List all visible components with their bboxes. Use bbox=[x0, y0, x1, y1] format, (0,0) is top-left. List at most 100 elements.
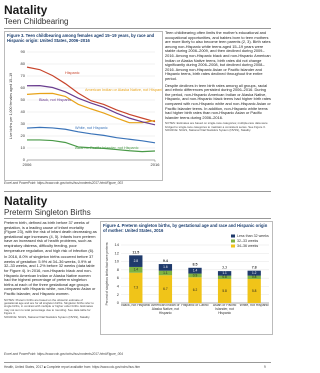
y-tick-label: 30 bbox=[21, 121, 26, 126]
figure-source: Excel and PowerPoint: https://www.cdc.go… bbox=[4, 181, 123, 185]
y-tick-label: 4 bbox=[117, 283, 120, 288]
y-tick-label: 12 bbox=[115, 250, 120, 255]
y-tick-label: 40 bbox=[21, 109, 26, 114]
series-line bbox=[26, 126, 156, 144]
total-label: 11.5 bbox=[132, 250, 139, 254]
legend-label: Less than 32 weeks bbox=[237, 234, 269, 238]
y-tick-label: 90 bbox=[21, 49, 26, 54]
bar-segment bbox=[188, 273, 202, 278]
segment-label: 1.4 bbox=[134, 268, 139, 272]
bar-segment bbox=[158, 270, 173, 276]
label-box: Asian or Pacific Islander, not Hispanic bbox=[212, 304, 237, 315]
segment-label: 5.8 bbox=[252, 289, 257, 293]
x-tick-label: Black, not Hispanic bbox=[121, 304, 151, 307]
bar-segment bbox=[247, 275, 261, 279]
legend-label: 32–33 weeks bbox=[237, 239, 258, 243]
segment-label: 6.2 bbox=[193, 288, 198, 292]
legend-label: 34–36 weeks bbox=[237, 244, 258, 248]
segment-label: 1.4 bbox=[193, 269, 198, 273]
x-tick-label: 2006 bbox=[23, 162, 33, 167]
paragraph: Preterm birth, defined as birth before 3… bbox=[4, 220, 97, 253]
y-tick-label: 20 bbox=[21, 133, 26, 138]
section-title: Natality bbox=[4, 3, 48, 17]
bar-segment bbox=[188, 267, 202, 274]
total-label: 9.4 bbox=[163, 259, 168, 263]
total-label: 7.7 bbox=[222, 266, 227, 270]
y-tick-label: 80 bbox=[21, 61, 26, 66]
y-tick-label: 70 bbox=[21, 73, 26, 78]
y-tick-label: 0 bbox=[23, 157, 26, 162]
text-column: Teen childbearing often limits the mothe… bbox=[165, 30, 272, 133]
segment-label: 5.8 bbox=[222, 289, 227, 293]
figure-title: Figure 3. Teen childbearing among female… bbox=[7, 33, 155, 43]
y-tick-label: 10 bbox=[115, 259, 120, 264]
bar-segment bbox=[158, 275, 173, 303]
y-tick-label: 0 bbox=[117, 300, 120, 305]
label-box: White, not Hispanic bbox=[239, 304, 269, 307]
notes: NOTES: Estimates are based on single-rac… bbox=[165, 121, 268, 133]
paragraph: Teen childbearing often limits the mothe… bbox=[165, 30, 271, 81]
y-axis-label: Live births per 1,000 females aged 15–19 bbox=[9, 73, 13, 139]
legend-swatch bbox=[231, 234, 235, 238]
rule bbox=[4, 362, 271, 363]
series-line bbox=[26, 92, 156, 124]
figure-source: Excel and PowerPoint: https://www.cdc.go… bbox=[4, 352, 123, 356]
bar-segment bbox=[217, 271, 232, 276]
total-label: 7.8 bbox=[252, 266, 257, 270]
bar-segment bbox=[217, 275, 232, 279]
series-line bbox=[27, 139, 156, 153]
figure-box: Figure 3. Teen childbearing among female… bbox=[4, 31, 163, 181]
series-label: Black, not Hispanic bbox=[39, 98, 71, 102]
series-label: American Indian or Alaska Native, not Hi… bbox=[85, 88, 162, 92]
bar-segment bbox=[129, 266, 143, 273]
topic-title: Teen Childbearing bbox=[4, 17, 69, 26]
paragraph: In 2016, 8.0% of singleton births occurr… bbox=[4, 254, 96, 296]
legend-swatch bbox=[231, 244, 235, 248]
label-box: American Indian or Alaska Native, not Hi… bbox=[151, 304, 180, 315]
segment-label: 1.1 bbox=[163, 271, 168, 275]
y-tick-label: 14 bbox=[115, 242, 120, 247]
x-tick-label: White, not Hispanic bbox=[239, 304, 269, 307]
segment-label: 0.8 bbox=[222, 275, 227, 279]
y-tick-label: 6 bbox=[117, 275, 120, 280]
rule bbox=[4, 28, 271, 29]
topic-title: Preterm Singleton Births bbox=[4, 208, 91, 217]
page-number: 9 bbox=[264, 365, 266, 369]
y-tick-label: 2 bbox=[117, 292, 120, 297]
x-tick-label: Hispanic or Latino bbox=[181, 304, 209, 307]
segment-label: 1.1 bbox=[222, 271, 227, 275]
bar-segment bbox=[129, 255, 143, 267]
label-box: Hispanic or Latino bbox=[181, 304, 209, 307]
bar-segment bbox=[188, 277, 202, 303]
y-tick-label: 8 bbox=[117, 267, 120, 272]
section-title: Natality bbox=[4, 194, 48, 208]
figure-title: Figure 4. Preterm singleton births, by g… bbox=[103, 223, 268, 233]
y-tick-label: 10 bbox=[21, 145, 26, 150]
bar-segment bbox=[247, 270, 261, 276]
x-tick-label: Asian or Pacific Islander, not Hispanic bbox=[212, 304, 237, 315]
footer: Health, United States, 2017 ■ Complete r… bbox=[4, 365, 141, 369]
rule bbox=[4, 218, 271, 219]
figure-box: Figure 4. Preterm singleton births, by g… bbox=[100, 221, 273, 335]
label-box: Black, not Hispanic bbox=[121, 304, 151, 307]
y-tick-label: 50 bbox=[21, 97, 26, 102]
notes: NOTES: Preterm births are based on the o… bbox=[4, 297, 94, 319]
segment-label: 2.8 bbox=[134, 259, 139, 263]
paragraph: Despite declines in teen birth rates amo… bbox=[165, 82, 271, 120]
rule bbox=[4, 191, 271, 192]
x-tick-label: American Indian or Alaska Native, not Hi… bbox=[151, 304, 180, 315]
chart: 0 10 20 30 40 50 60 70 80 90 2006 2016 Live births p… bbox=[9, 49, 162, 167]
bar-segment bbox=[217, 278, 232, 303]
text-column: Preterm birth, defined as birth before 3… bbox=[4, 220, 97, 319]
segment-label: 6.7 bbox=[163, 287, 168, 291]
segment-label: 0.8 bbox=[252, 275, 257, 279]
total-label: 8.5 bbox=[193, 263, 198, 267]
legend-swatch bbox=[231, 239, 235, 243]
page: Natality Teen Childbearing Figure 3. Tee… bbox=[4, 3, 273, 369]
y-tick-label: 60 bbox=[21, 85, 26, 90]
segment-label: 0.9 bbox=[193, 273, 198, 277]
series-line bbox=[26, 84, 156, 126]
chart: 0 2 4 6 8 10 12 14 Percent of singleton births t… bbox=[105, 234, 269, 315]
bar-segment bbox=[247, 278, 261, 303]
series-label: Hispanic bbox=[65, 71, 80, 75]
